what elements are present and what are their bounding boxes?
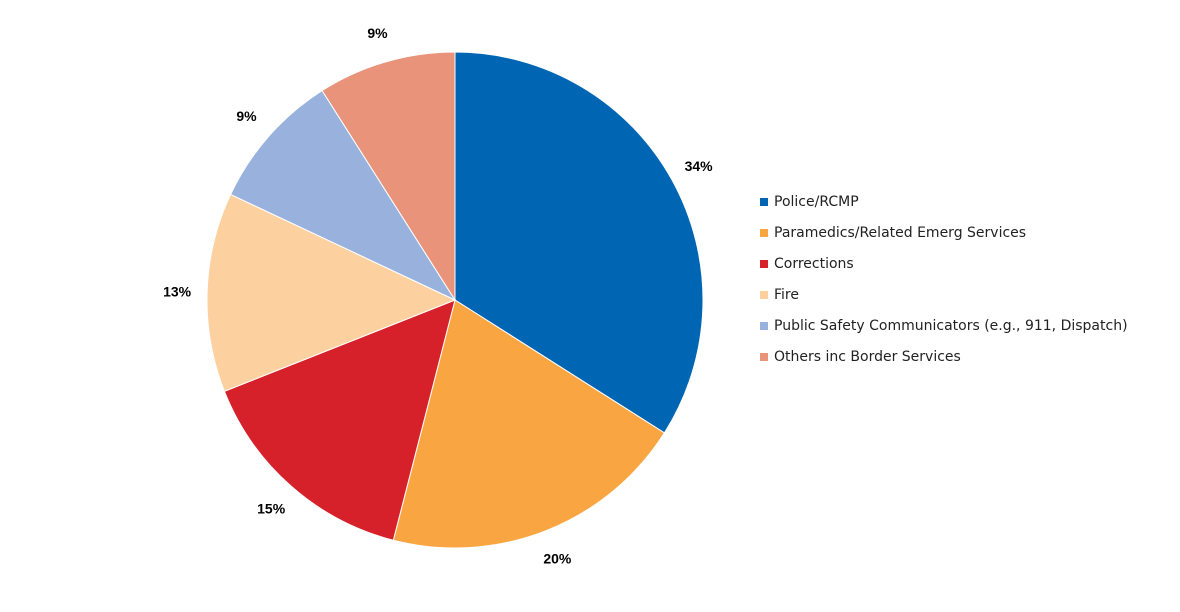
pie-slice-5: [321, 51, 456, 302]
legend-label-1: Paramedics/Related Emerg Services: [774, 224, 1027, 241]
legend-item-4: Public Safety Communicators (e.g., 911, …: [760, 310, 1128, 341]
pie-data-label-3: 13%: [163, 283, 192, 299]
legend-swatch-3: [760, 290, 768, 299]
pie-data-label-4: 9%: [236, 108, 257, 124]
pie-slice-4: [229, 89, 457, 302]
legend-label-3: Fire: [774, 286, 799, 303]
pie-data-label-1: 20%: [543, 550, 572, 566]
legend-label-5: Others inc Border Services: [774, 348, 961, 365]
pie-slice-1: [392, 299, 666, 549]
pie-slice-0: [454, 51, 704, 434]
legend-item-1: Paramedics/Related Emerg Services: [760, 217, 1128, 248]
legend-item-5: Others inc Border Services: [760, 341, 1128, 372]
legend-swatch-2: [760, 259, 768, 268]
pie-slice-2: [223, 299, 456, 541]
pie-data-label-0: 34%: [685, 158, 714, 174]
pie-slices: [206, 51, 704, 549]
legend-item-2: Corrections: [760, 248, 1128, 279]
chart-legend: Police/RCMP Paramedics/Related Emerg Serv…: [760, 186, 1128, 372]
legend-label-0: Police/RCMP: [774, 193, 859, 210]
legend-label-2: Corrections: [774, 255, 854, 272]
pie-slice-3: [206, 193, 457, 392]
legend-item-3: Fire: [760, 279, 1128, 310]
legend-swatch-4: [760, 321, 768, 330]
legend-swatch-5: [760, 352, 768, 361]
legend-item-0: Police/RCMP: [760, 186, 1128, 217]
legend-swatch-1: [760, 228, 768, 237]
legend-label-4: Public Safety Communicators (e.g., 911, …: [774, 317, 1128, 334]
legend-swatch-0: [760, 197, 768, 206]
pie-data-labels: 34% 20% 15% 13% 9% 9%: [163, 25, 713, 566]
pie-data-label-2: 15%: [257, 501, 286, 517]
pie-data-label-5: 9%: [367, 25, 388, 41]
